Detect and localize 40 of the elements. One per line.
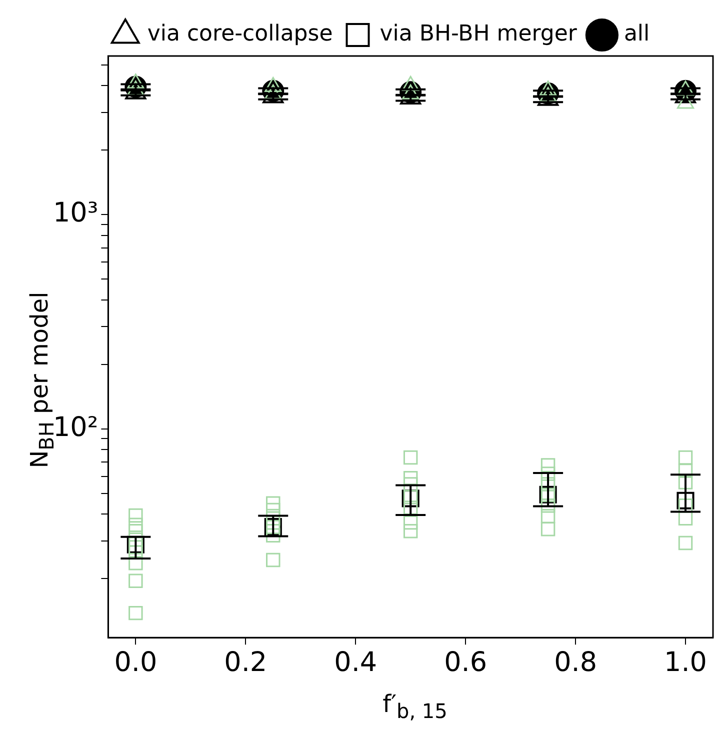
x-axis-title: f′$_{b, 15}$ [382, 690, 448, 723]
point [676, 94, 694, 109]
y-tick-label: 10³ [52, 198, 98, 229]
legend-label: via core-collapse [147, 22, 333, 47]
point [128, 574, 143, 588]
x-tick-label: 0.0 [114, 646, 158, 678]
x-tick-label: 0.8 [554, 646, 598, 678]
point [128, 556, 143, 570]
x-tick-label: 0.2 [224, 646, 268, 678]
point [128, 508, 143, 523]
x-tick-label: 0.4 [334, 646, 378, 678]
legend-label: all [624, 22, 650, 47]
point [266, 496, 280, 510]
point [126, 536, 144, 554]
point [540, 466, 556, 481]
point [266, 552, 280, 568]
point [403, 500, 418, 515]
point [540, 458, 556, 472]
point [540, 498, 556, 513]
point [403, 515, 418, 530]
point [128, 518, 143, 532]
point [403, 524, 418, 538]
point [678, 464, 693, 478]
point [403, 470, 418, 486]
point [540, 522, 556, 536]
point [678, 450, 693, 465]
point [402, 490, 420, 508]
point [540, 477, 556, 492]
legend-label: via BH-BH merger [380, 22, 578, 47]
point [678, 475, 693, 490]
point [403, 490, 418, 504]
point [678, 536, 693, 550]
x-tick-label: 1.0 [664, 646, 707, 678]
point [266, 528, 280, 543]
point [128, 606, 143, 620]
point [403, 450, 418, 465]
x-tick-label: 0.6 [444, 646, 488, 678]
y-tick-label: 10² [52, 412, 98, 443]
point [540, 509, 556, 524]
point [676, 492, 694, 510]
